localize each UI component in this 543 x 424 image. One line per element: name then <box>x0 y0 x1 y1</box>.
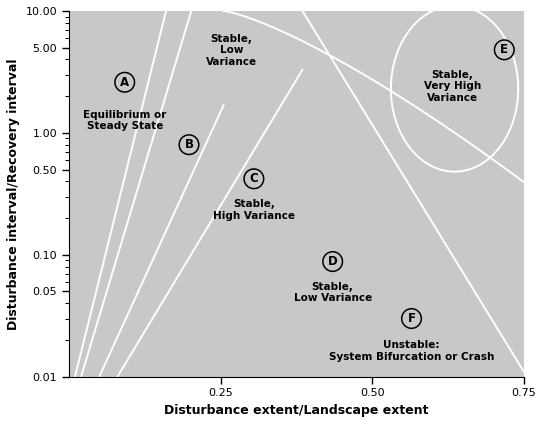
Text: Stable,
Low Variance: Stable, Low Variance <box>294 282 372 304</box>
Text: Unstable:
System Bifurcation or Crash: Unstable: System Bifurcation or Crash <box>329 340 494 362</box>
Text: Stable,
Very High
Variance: Stable, Very High Variance <box>424 70 481 103</box>
Text: C: C <box>249 172 258 185</box>
Text: Stable,
Low
Variance: Stable, Low Variance <box>206 34 257 67</box>
Text: Stable,
High Variance: Stable, High Variance <box>213 199 295 221</box>
Y-axis label: Disturbance interval/Recovery interval: Disturbance interval/Recovery interval <box>7 58 20 329</box>
Text: A: A <box>120 76 129 89</box>
Text: D: D <box>328 255 338 268</box>
Text: E: E <box>500 43 508 56</box>
Text: F: F <box>407 312 415 325</box>
X-axis label: Disturbance extent/Landscape extent: Disturbance extent/Landscape extent <box>164 404 428 417</box>
Text: Equilibrium or
Steady State: Equilibrium or Steady State <box>83 110 166 131</box>
Text: B: B <box>185 138 193 151</box>
